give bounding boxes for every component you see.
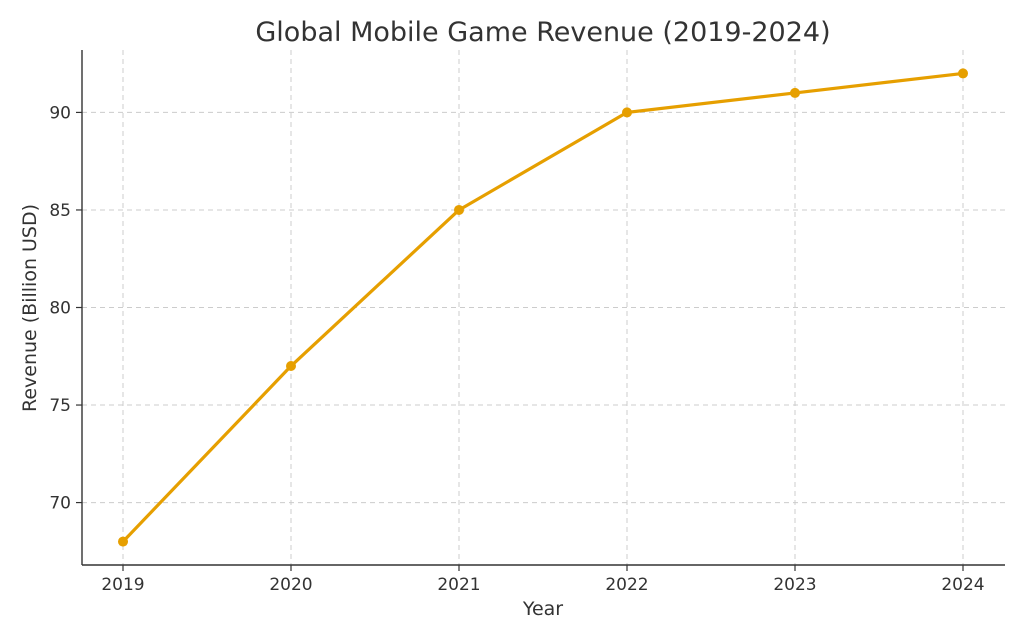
- y-tick-label: 80: [49, 299, 71, 319]
- y-axis-label: Revenue (Billion USD): [19, 204, 41, 412]
- x-axis-label: Year: [522, 598, 563, 620]
- x-tick-label: 2021: [437, 575, 480, 595]
- y-tick-label: 85: [49, 201, 71, 221]
- grid-lines: [82, 50, 1005, 565]
- series-line: [121, 71, 965, 544]
- x-tick-label: 2023: [773, 575, 816, 595]
- x-tick-label: 2022: [605, 575, 648, 595]
- y-tick-label: 75: [49, 396, 71, 416]
- series-layer: [118, 68, 968, 547]
- data-point: [454, 204, 464, 215]
- data-point: [622, 107, 632, 118]
- x-tick-label: 2019: [101, 575, 144, 595]
- x-axis-ticks: 2019 2020 2021 2022 2023 2024: [101, 565, 985, 595]
- y-tick-label: 90: [49, 103, 71, 123]
- data-point: [790, 87, 800, 98]
- x-tick-label: 2020: [269, 575, 312, 595]
- y-axis-ticks: 70 75 80 85 90: [49, 103, 82, 514]
- y-tick-label: 70: [49, 494, 71, 514]
- data-point: [118, 536, 128, 547]
- x-tick-label: 2024: [941, 575, 984, 595]
- chart-title: Global Mobile Game Revenue (2019-2024): [255, 17, 830, 48]
- data-point: [958, 68, 968, 79]
- data-point: [286, 361, 296, 372]
